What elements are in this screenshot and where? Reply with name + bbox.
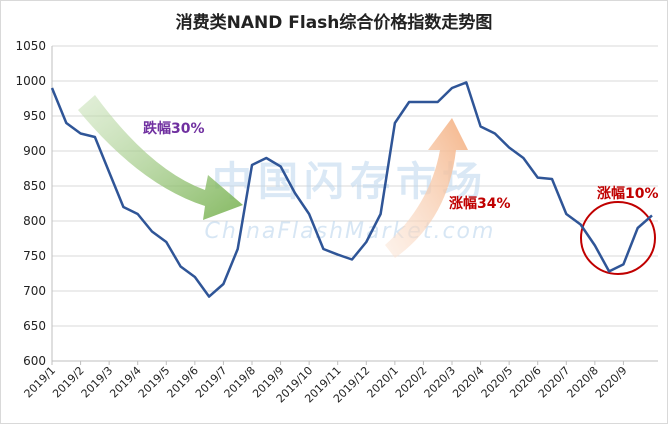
grid <box>52 45 658 362</box>
y-tick-label: 1050 <box>15 39 46 53</box>
annotation: 涨幅10% <box>597 185 659 202</box>
y-tick-label: 950 <box>23 109 46 123</box>
down-arrow <box>78 95 243 220</box>
y-tick-label: 850 <box>23 179 46 193</box>
y-tick-label: 700 <box>23 284 46 298</box>
watermark: ChinaFlashMarket.com <box>205 219 496 244</box>
data-line <box>50 81 653 298</box>
y-tick-label: 750 <box>23 249 46 263</box>
y-tick-label: 600 <box>23 354 46 368</box>
annotation: 跌幅30% <box>143 120 205 137</box>
y-tick-label: 800 <box>23 214 46 228</box>
y-tick-label: 900 <box>23 144 46 158</box>
highlight-circle <box>580 201 656 275</box>
up-arrow <box>385 118 468 258</box>
annotation: 涨幅34% <box>449 195 511 212</box>
chart-title: 消费类NAND Flash综合价格指数走势图 <box>176 12 493 33</box>
y-tick-label: 650 <box>23 319 46 333</box>
y-tick-label: 1000 <box>15 74 46 88</box>
